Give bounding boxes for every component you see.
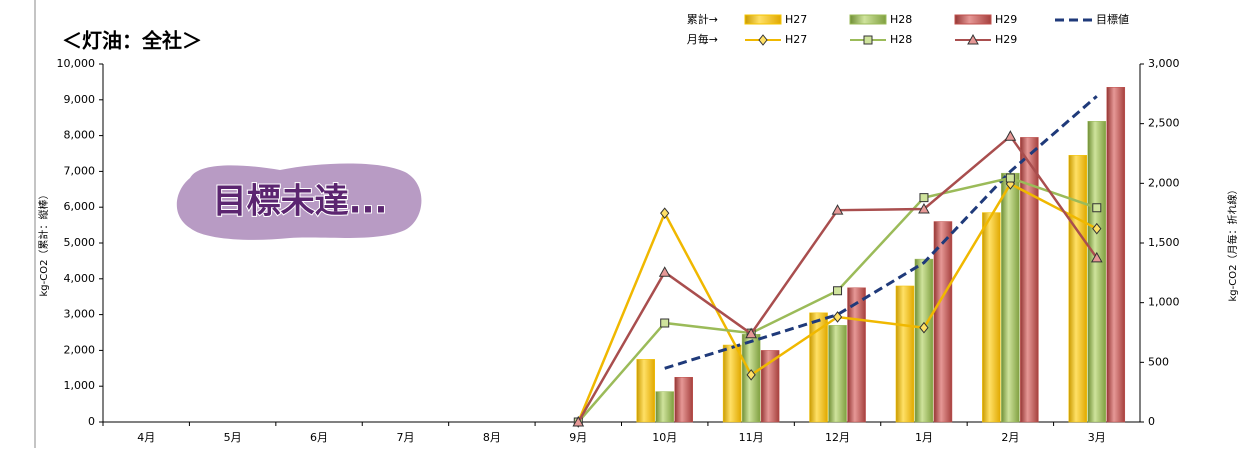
marker: [658, 266, 671, 277]
marker: [967, 33, 979, 45]
y-tick-label: 1,000: [64, 379, 96, 392]
bar: [982, 212, 1001, 423]
y-axis-label: kg-CO2（累計：縦棒）: [37, 190, 50, 297]
marker: [1005, 173, 1015, 183]
marker: [1090, 251, 1103, 263]
bar: [1087, 121, 1107, 423]
bar: [636, 359, 655, 423]
legend-swatch: [954, 14, 992, 25]
marker: [758, 34, 768, 46]
x-tick-label: 12月: [825, 431, 850, 444]
chart-title: ＜灯油：全社＞: [62, 29, 202, 53]
legend-label: H29: [995, 13, 1017, 26]
legend-row-label: 累計→: [687, 12, 718, 26]
marker: [660, 207, 670, 219]
y2-axis-label: kg-CO2（月毎：折れ線）: [1226, 185, 1239, 302]
bar: [809, 312, 828, 423]
x-tick-label: 10月: [652, 431, 677, 444]
marker: [1092, 222, 1102, 235]
x-tick-label: 9月: [569, 431, 587, 444]
legend-swatch: [849, 14, 887, 25]
y-tick-label: 5,000: [64, 236, 96, 249]
legend-swatch: [744, 14, 782, 25]
y-tick-label: 0: [88, 415, 95, 428]
marker: [572, 415, 585, 427]
y-tick-label: 10,000: [57, 57, 96, 70]
bar: [895, 285, 915, 423]
y-tick-label: 9,000: [64, 93, 96, 106]
y2-tick-label: 0: [1148, 415, 1155, 428]
bar: [1106, 87, 1126, 423]
x-tick-label: 8月: [483, 431, 501, 444]
bar: [722, 344, 742, 423]
y-tick-label: 4,000: [64, 272, 96, 285]
bar: [760, 350, 780, 423]
marker: [832, 311, 843, 323]
y2-tick-label: 2,000: [1148, 176, 1180, 189]
annotation: 目標未達...: [213, 182, 388, 222]
bar: [847, 287, 866, 423]
bar: [933, 221, 953, 423]
y-tick-label: 6,000: [64, 200, 96, 213]
bar: [655, 391, 674, 423]
marker: [660, 318, 670, 328]
bar: [674, 377, 693, 423]
y-tick-label: 3,000: [64, 308, 96, 321]
x-tick-label: 5月: [224, 431, 242, 444]
y-tick-label: 7,000: [64, 164, 96, 177]
x-tick-label: 2月: [1001, 431, 1019, 444]
legend-label: H28: [890, 13, 912, 26]
marker: [1092, 203, 1102, 213]
legend-row-label: 月毎→: [687, 33, 718, 46]
y2-tick-label: 3,000: [1148, 57, 1180, 70]
x-tick-label: 1月: [915, 431, 933, 444]
bar: [914, 258, 934, 423]
y2-tick-label: 1,000: [1148, 296, 1180, 309]
x-tick-label: 4月: [137, 431, 155, 444]
y-tick-label: 8,000: [64, 129, 96, 142]
x-tick-label: 6月: [310, 431, 328, 444]
x-tick-label: 11月: [739, 431, 764, 444]
legend-label: H27: [785, 13, 807, 26]
x-tick-label: 7月: [396, 431, 414, 444]
marker: [831, 204, 844, 215]
y2-tick-label: 500: [1148, 355, 1169, 368]
x-tick-label: 3月: [1088, 431, 1106, 444]
marker: [919, 321, 929, 334]
bar: [828, 325, 847, 423]
bar: [1001, 172, 1020, 423]
bar: [1068, 155, 1088, 423]
marker: [1004, 130, 1017, 141]
marker: [833, 286, 843, 296]
marker: [919, 193, 929, 203]
marker: [863, 35, 873, 45]
y2-tick-label: 1,500: [1148, 236, 1180, 249]
annotation-bubble: [176, 163, 422, 240]
y-tick-label: 2,000: [64, 343, 96, 356]
legend-label: 目標値: [1096, 12, 1129, 26]
legend-label: H28: [890, 33, 912, 46]
marker: [918, 202, 930, 214]
marker: [746, 369, 756, 381]
marker: [745, 327, 757, 339]
y2-tick-label: 2,500: [1148, 117, 1180, 130]
legend-label: H29: [995, 33, 1017, 46]
bar: [1020, 137, 1039, 423]
legend-label: H27: [785, 33, 807, 46]
